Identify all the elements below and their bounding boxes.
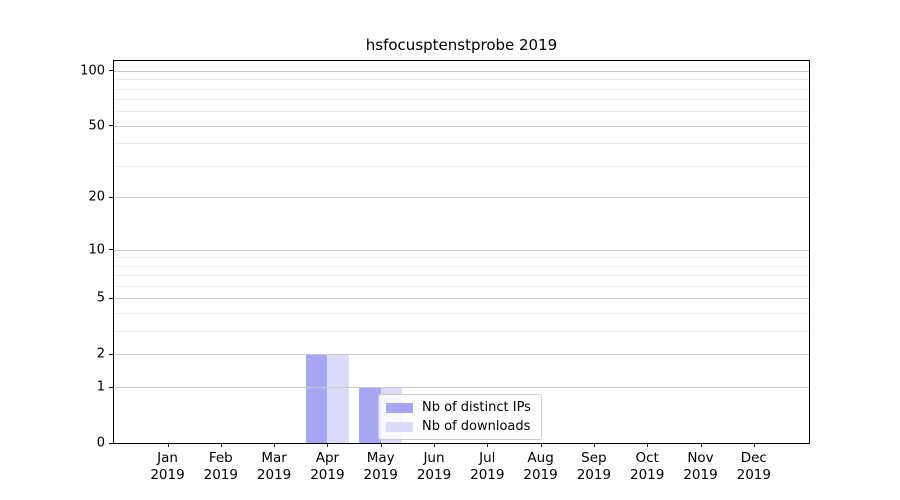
x-tick-mark-jan bbox=[167, 443, 169, 447]
y-tick-mark-1 bbox=[109, 386, 113, 388]
y-tick-mark-0 bbox=[109, 442, 113, 444]
x-tick-mark-mar bbox=[274, 443, 276, 447]
x-tick-year: 2019 bbox=[523, 467, 558, 483]
major-gridline-50 bbox=[114, 125, 809, 127]
x-tick-label-dec: Dec 2019 bbox=[737, 450, 771, 484]
minor-gridline-40 bbox=[114, 143, 809, 145]
x-tick-year: 2019 bbox=[203, 467, 238, 483]
x-tick-mark-jul bbox=[487, 443, 489, 447]
legend: Nb of distinct IPs Nb of downloads bbox=[378, 394, 542, 440]
y-tick-label-0: 0 bbox=[96, 435, 105, 451]
x-tick-month: Jan bbox=[157, 450, 178, 466]
y-tick-mark-5 bbox=[109, 297, 113, 299]
x-tick-year: 2019 bbox=[310, 467, 345, 483]
minor-gridline-8 bbox=[114, 265, 809, 267]
plot-area: Nb of distinct IPs Nb of downloads 0 1 2 5 10… bbox=[80, 60, 810, 483]
x-tick-year: 2019 bbox=[683, 467, 718, 483]
x-tick-month: Jun bbox=[423, 450, 445, 466]
legend-swatch-icon bbox=[386, 421, 413, 432]
bar-apr-nb-of-distinct-ips bbox=[305, 354, 328, 443]
y-tick-mark-50 bbox=[109, 125, 113, 127]
major-gridline-2 bbox=[114, 354, 809, 356]
y-tick-mark-20 bbox=[109, 196, 113, 198]
x-tick-mark-jun bbox=[434, 443, 435, 447]
y-tick-mark-100 bbox=[109, 70, 113, 72]
y-tick-label-10: 10 bbox=[88, 242, 105, 258]
major-gridline-20 bbox=[114, 197, 809, 199]
y-tick-label-50: 50 bbox=[88, 118, 105, 134]
minor-gridline-9 bbox=[114, 257, 809, 259]
x-tick-label-aug: Aug 2019 bbox=[523, 450, 557, 484]
x-tick-year: 2019 bbox=[256, 467, 292, 483]
y-tick-label-2: 2 bbox=[96, 346, 105, 362]
x-tick-mark-oct bbox=[647, 443, 649, 447]
y-tick-mark-2 bbox=[109, 353, 113, 355]
x-tick-mark-dec bbox=[753, 443, 755, 447]
x-tick-label-jan: Jan 2019 bbox=[150, 450, 184, 484]
x-tick-month: Nov bbox=[687, 450, 714, 466]
x-tick-month: Apr bbox=[315, 450, 340, 466]
x-tick-mark-feb bbox=[220, 443, 222, 447]
legend-swatch-icon bbox=[386, 402, 413, 413]
x-tick-year: 2019 bbox=[150, 467, 185, 483]
x-tick-year: 2019 bbox=[630, 467, 665, 483]
minor-gridline-4 bbox=[114, 313, 809, 315]
bar-may-nb-of-distinct-ips bbox=[359, 387, 381, 443]
x-tick-mark-apr bbox=[327, 443, 329, 447]
x-tick-month: Jul bbox=[479, 450, 496, 466]
x-tick-month: Aug bbox=[527, 450, 554, 466]
x-tick-label-jun: Jun 2019 bbox=[417, 450, 451, 484]
y-tick-label-1: 1 bbox=[96, 379, 105, 395]
legend-label: Nb of distinct IPs bbox=[422, 400, 531, 415]
x-tick-year: 2019 bbox=[416, 467, 452, 483]
x-tick-mark-may bbox=[380, 443, 382, 447]
y-tick-mark-10 bbox=[109, 249, 113, 251]
x-tick-label-nov: Nov 2019 bbox=[683, 450, 717, 484]
chart-title: hsfocusptenstprobe 2019 bbox=[365, 36, 558, 54]
x-tick-label-oct: Oct 2019 bbox=[630, 450, 664, 484]
x-tick-month: Oct bbox=[635, 450, 659, 466]
x-tick-label-apr: Apr 2019 bbox=[310, 450, 344, 484]
minor-gridline-90 bbox=[114, 79, 809, 81]
y-tick-label-5: 5 bbox=[96, 290, 105, 306]
x-tick-mark-aug bbox=[540, 443, 542, 447]
x-tick-month: Dec bbox=[740, 450, 767, 466]
major-gridline-1 bbox=[114, 387, 809, 389]
y-tick-label-100: 100 bbox=[80, 63, 105, 79]
x-tick-year: 2019 bbox=[470, 467, 505, 483]
x-tick-label-jul: Jul 2019 bbox=[470, 450, 504, 484]
minor-gridline-3 bbox=[114, 331, 809, 333]
x-tick-month: Mar bbox=[261, 450, 287, 466]
bar-apr-nb-of-downloads bbox=[327, 354, 349, 443]
major-gridline-10 bbox=[114, 249, 809, 251]
x-tick-month: Sep bbox=[581, 450, 607, 466]
x-tick-mark-sep bbox=[593, 443, 595, 447]
major-gridline-100 bbox=[114, 70, 809, 72]
x-tick-mark-nov bbox=[700, 443, 702, 447]
legend-entry-nb-of-distinct-ips: Nb of distinct IPs bbox=[386, 400, 531, 415]
minor-gridline-7 bbox=[114, 275, 809, 277]
x-tick-year: 2019 bbox=[363, 467, 398, 483]
minor-gridline-30 bbox=[114, 166, 809, 168]
x-tick-month: May bbox=[366, 450, 395, 466]
legend-entry-nb-of-downloads: Nb of downloads bbox=[386, 419, 531, 434]
legend-label: Nb of downloads bbox=[422, 419, 531, 434]
x-tick-label-sep: Sep 2019 bbox=[577, 450, 611, 484]
x-tick-year: 2019 bbox=[576, 467, 612, 483]
minor-gridline-60 bbox=[114, 111, 809, 113]
x-tick-label-may: May 2019 bbox=[364, 450, 398, 484]
major-gridline-5 bbox=[114, 298, 809, 300]
x-tick-year: 2019 bbox=[736, 467, 771, 483]
minor-gridline-70 bbox=[114, 99, 809, 101]
x-tick-label-feb: Feb 2019 bbox=[204, 450, 238, 484]
x-tick-label-mar: Mar 2019 bbox=[257, 450, 291, 484]
minor-gridline-80 bbox=[114, 88, 809, 90]
y-tick-label-20: 20 bbox=[88, 189, 105, 205]
minor-gridline-6 bbox=[114, 286, 809, 288]
x-tick-month: Feb bbox=[208, 450, 233, 466]
